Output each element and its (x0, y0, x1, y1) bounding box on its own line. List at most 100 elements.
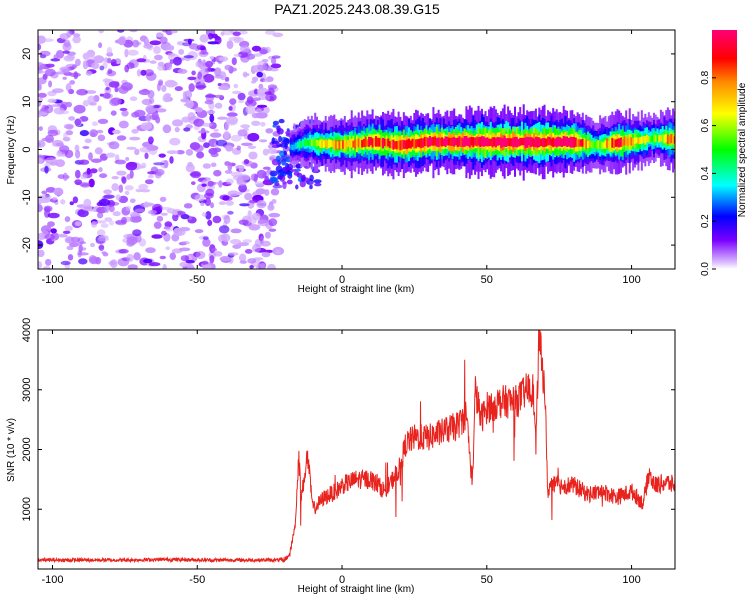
noise-speckle (64, 175, 70, 179)
noise-speckle (264, 91, 272, 95)
signal-cell (340, 140, 343, 149)
noise-speckle (74, 179, 83, 186)
noise-speckle (245, 105, 257, 115)
signal-cell (625, 136, 628, 146)
noise-speckle (108, 81, 120, 88)
noise-speckle (214, 35, 221, 41)
noise-speckle (102, 252, 109, 257)
y-tick-label: 4000 (21, 318, 33, 342)
x-tick-label: -100 (41, 574, 63, 586)
transition-speckle (288, 171, 293, 177)
noise-speckle (38, 249, 45, 258)
noise-speckle (132, 229, 142, 237)
noise-speckle (111, 176, 119, 180)
noise-speckle (140, 122, 153, 131)
noise-speckle (233, 53, 242, 57)
noise-speckle (218, 85, 230, 90)
colorbar-ticks: 0.0 0.2 0.4 0.6 0.8 (700, 70, 716, 276)
noise-speckle (205, 188, 215, 197)
signal-cell (326, 140, 329, 150)
chart-title: PAZ1.2025.243.08.39.G15 (274, 1, 440, 17)
noise-speckle (268, 67, 279, 72)
transition-speckle (295, 184, 299, 190)
noise-speckle (238, 183, 248, 193)
signal-cell (522, 137, 525, 146)
noise-speckle (57, 233, 68, 238)
noise-speckle (118, 184, 124, 193)
signal-cell (526, 136, 529, 148)
noise-speckle (144, 69, 154, 77)
noise-speckle (259, 49, 268, 55)
noise-speckle (142, 88, 149, 93)
noise-speckle (267, 144, 274, 149)
noise-speckle (98, 198, 111, 206)
noise-speckle (261, 251, 271, 258)
noise-speckle (129, 211, 139, 218)
x-tick-label: 0 (339, 274, 345, 286)
signal-cell (500, 137, 503, 148)
signal-cell (559, 137, 562, 147)
signal-cell (623, 136, 626, 146)
noise-speckle (114, 159, 127, 165)
signal-cell (380, 139, 383, 147)
noise-speckle (206, 110, 216, 115)
noise-speckle (45, 187, 57, 193)
noise-speckle (104, 57, 109, 63)
noise-speckle (202, 59, 206, 67)
snr-panel: -100 -50 0 50 100 1000 2000 3000 4000 Height of … (6, 318, 676, 595)
signal-cell (595, 140, 598, 149)
noise-speckle (127, 264, 138, 269)
signal-cell (416, 139, 419, 147)
signal-cell (309, 139, 312, 147)
noise-speckle (81, 204, 93, 211)
transition-speckle (302, 174, 306, 181)
x-tick-label: 50 (481, 274, 493, 286)
colorbar-tick-label: 0.4 (700, 166, 711, 180)
noise-speckle (134, 149, 139, 155)
signal-cell (519, 137, 522, 146)
noise-speckle (45, 258, 52, 266)
noise-speckle (38, 261, 43, 269)
signal-cell (378, 137, 381, 147)
signal-cell (600, 141, 603, 150)
noise-speckle (194, 107, 203, 113)
noise-speckle (119, 107, 128, 112)
noise-speckle (275, 249, 281, 255)
noise-speckle (55, 71, 67, 75)
noise-speckle (209, 255, 215, 264)
noise-speckle (75, 149, 81, 159)
noise-speckle (44, 233, 56, 240)
noise-speckle (163, 226, 171, 230)
signal-cell (620, 137, 623, 147)
noise-speckle (121, 110, 129, 117)
signal-cell (488, 138, 491, 147)
noise-speckle (230, 228, 242, 234)
noise-speckle (207, 66, 212, 72)
noise-speckle (267, 263, 276, 269)
noise-speckle (118, 120, 129, 129)
colorbar-tick-label: 0.6 (700, 118, 711, 132)
noise-speckle (126, 146, 137, 150)
signal-cell (470, 137, 473, 146)
noise-speckle (71, 64, 77, 69)
noise-speckle (231, 57, 237, 66)
y-tick-label: 10 (21, 96, 33, 108)
noise-speckle (252, 244, 261, 253)
signal-cell (538, 137, 541, 148)
noise-speckle (174, 86, 183, 92)
noise-speckle (225, 145, 234, 152)
transition-speckle (278, 118, 285, 124)
transition-speckle (278, 135, 282, 143)
noise-speckle (72, 35, 81, 44)
noise-speckle (219, 71, 227, 81)
noise-speckle (200, 202, 205, 207)
signal-cell (670, 134, 673, 144)
noise-speckle (214, 67, 222, 77)
signal-cell (467, 137, 470, 146)
transition-speckle (309, 174, 314, 182)
noise-speckle (79, 130, 89, 137)
noise-speckle (238, 219, 249, 225)
signal-cell (331, 141, 334, 148)
noise-speckle (116, 170, 127, 176)
noise-speckle (227, 162, 233, 171)
